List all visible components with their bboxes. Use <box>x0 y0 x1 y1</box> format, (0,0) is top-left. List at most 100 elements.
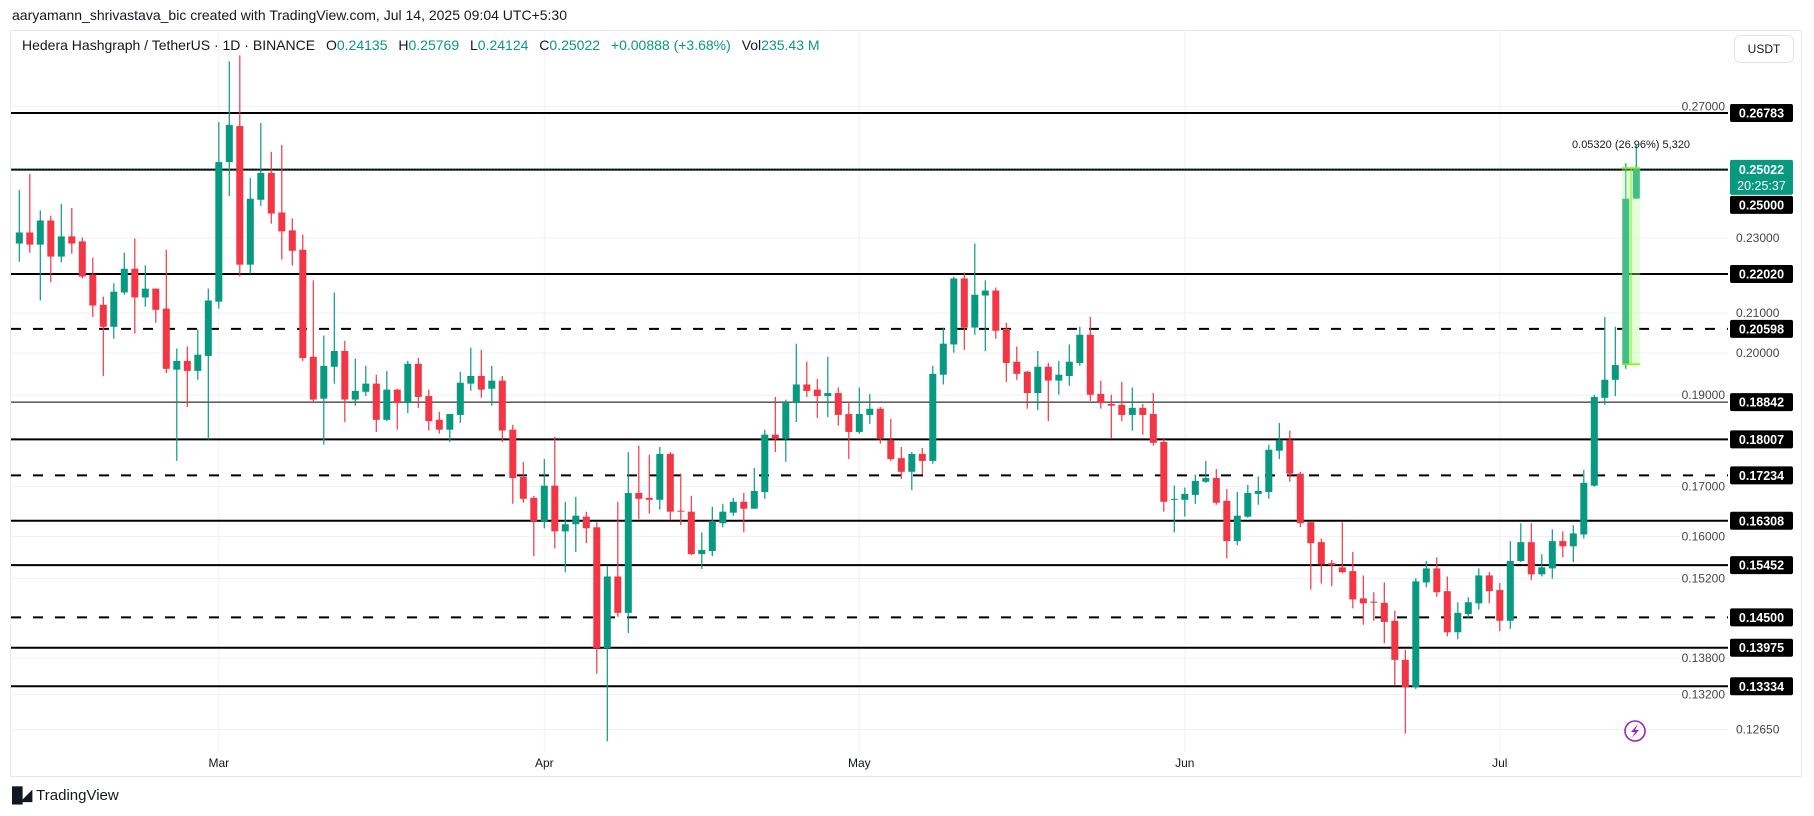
candle[interactable] <box>110 283 118 339</box>
candle[interactable] <box>36 210 44 301</box>
time-axis[interactable]: Mar Apr May Jun Jul <box>208 756 1507 770</box>
candle[interactable] <box>57 203 65 263</box>
candle[interactable] <box>467 347 475 391</box>
candle[interactable] <box>215 122 223 309</box>
candle[interactable] <box>656 446 664 510</box>
candle[interactable] <box>782 399 790 462</box>
candle[interactable] <box>1160 437 1168 512</box>
candle[interactable] <box>1401 649 1409 734</box>
candle[interactable] <box>488 365 496 406</box>
candle[interactable] <box>1391 610 1399 686</box>
candle[interactable] <box>267 152 275 224</box>
candle[interactable] <box>866 393 874 424</box>
candle[interactable] <box>393 388 401 430</box>
candle[interactable] <box>1443 576 1451 637</box>
candle[interactable] <box>624 452 632 633</box>
candle[interactable] <box>477 349 485 398</box>
candle[interactable] <box>1475 568 1483 610</box>
candle[interactable] <box>414 357 422 408</box>
candle[interactable] <box>173 348 181 461</box>
candle[interactable] <box>792 343 800 423</box>
candle[interactable] <box>614 501 622 617</box>
candle[interactable] <box>813 378 821 419</box>
candle[interactable] <box>1118 381 1126 422</box>
candle[interactable] <box>1223 489 1231 559</box>
candle[interactable] <box>761 429 769 499</box>
candle[interactable] <box>1202 460 1210 483</box>
candle[interactable] <box>572 496 580 553</box>
candle[interactable] <box>687 495 695 556</box>
candle[interactable] <box>1107 394 1115 439</box>
candle[interactable] <box>425 389 433 431</box>
candle[interactable] <box>855 387 863 434</box>
candle[interactable] <box>1128 387 1136 431</box>
candle[interactable] <box>1548 529 1556 579</box>
candle[interactable] <box>918 447 926 475</box>
candle[interactable] <box>582 511 590 544</box>
candle[interactable] <box>183 346 191 407</box>
candle[interactable] <box>1296 471 1304 528</box>
candle[interactable] <box>929 365 937 464</box>
candle[interactable] <box>89 257 97 317</box>
candle[interactable] <box>1590 394 1598 487</box>
candle[interactable] <box>1265 444 1273 499</box>
candle[interactable] <box>708 506 716 557</box>
candle[interactable] <box>131 238 139 334</box>
candle[interactable] <box>939 327 947 385</box>
candle[interactable] <box>824 356 832 418</box>
candle[interactable] <box>320 335 328 445</box>
candle[interactable] <box>971 243 979 335</box>
candle[interactable] <box>1538 554 1546 577</box>
candle[interactable] <box>1233 491 1241 546</box>
candle[interactable] <box>26 173 34 253</box>
candle[interactable] <box>246 177 254 274</box>
candle[interactable] <box>1181 487 1189 517</box>
candle[interactable] <box>1254 476 1262 505</box>
candle[interactable] <box>362 365 370 397</box>
candle[interactable] <box>225 61 233 197</box>
candle[interactable] <box>1034 351 1042 411</box>
candle[interactable] <box>383 370 391 422</box>
candle[interactable] <box>1370 592 1378 621</box>
candle[interactable] <box>141 265 149 307</box>
candle[interactable] <box>1569 525 1577 563</box>
candle[interactable] <box>404 360 412 414</box>
candle[interactable] <box>1013 346 1021 380</box>
candle[interactable] <box>1076 326 1084 366</box>
candle[interactable] <box>351 358 359 406</box>
candle[interactable] <box>204 288 212 440</box>
candle[interactable] <box>1055 360 1063 395</box>
candle[interactable] <box>530 495 538 557</box>
candle[interactable] <box>1002 322 1010 382</box>
candle[interactable] <box>1244 484 1252 518</box>
candle[interactable] <box>876 406 884 444</box>
candle[interactable] <box>1086 316 1094 401</box>
candle[interactable] <box>1149 393 1157 446</box>
candle[interactable] <box>1601 316 1609 405</box>
candle[interactable] <box>1632 144 1640 199</box>
symbol-title[interactable]: Hedera Hashgraph / TetherUS · 1D · BINAN… <box>22 37 316 53</box>
candle[interactable] <box>1412 578 1420 690</box>
candle[interactable] <box>330 292 338 384</box>
candle[interactable] <box>1580 469 1588 539</box>
candle[interactable] <box>1044 362 1052 422</box>
candle[interactable] <box>372 374 380 432</box>
candle[interactable] <box>68 207 76 254</box>
candle[interactable] <box>845 401 853 460</box>
candle[interactable] <box>99 296 107 376</box>
candle[interactable] <box>666 452 674 521</box>
candle[interactable] <box>456 371 464 423</box>
candle[interactable] <box>908 452 916 491</box>
tradingview-logo[interactable]: █◢ TradingView <box>12 786 119 805</box>
candle[interactable] <box>1559 531 1567 558</box>
candle[interactable] <box>1307 522 1315 590</box>
candle[interactable] <box>677 473 685 526</box>
candle[interactable] <box>960 272 968 350</box>
candle[interactable] <box>1464 597 1472 618</box>
candle[interactable] <box>1097 380 1105 409</box>
candle[interactable] <box>1611 326 1619 397</box>
candle[interactable] <box>1170 485 1178 533</box>
candle[interactable] <box>698 532 706 569</box>
candle[interactable] <box>1023 370 1031 409</box>
candle[interactable] <box>834 387 842 426</box>
